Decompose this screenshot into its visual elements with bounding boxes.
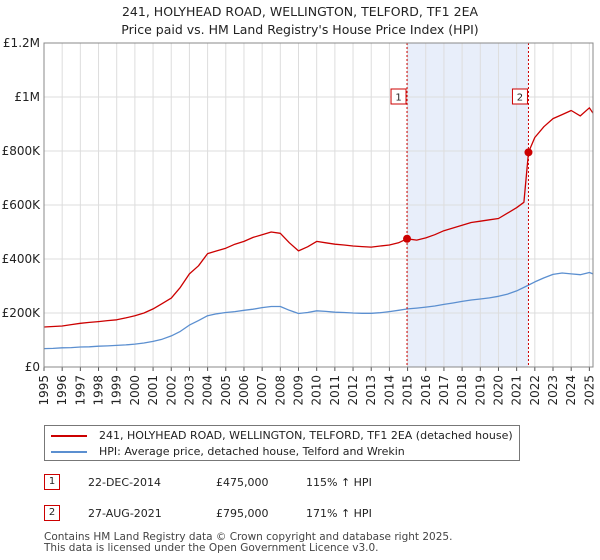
x-tick-label: 2004 — [201, 375, 215, 406]
footer-licence: This data is licensed under the Open Gov… — [44, 542, 379, 554]
sale-label: 1 — [395, 93, 401, 104]
chart-title-line2: Price paid vs. HM Land Registry's House … — [121, 22, 479, 37]
x-tick-label: 2002 — [164, 375, 178, 406]
legend-swatch-hpi — [51, 451, 87, 453]
x-tick-label: 2013 — [364, 375, 378, 406]
x-tick-label: 2025 — [582, 375, 596, 406]
x-tick-label: 2023 — [546, 375, 560, 406]
sale-point — [524, 148, 533, 157]
x-tick-label: 2001 — [146, 375, 160, 406]
x-tick-label: 2018 — [455, 375, 469, 406]
x-tick-label: 2014 — [382, 375, 396, 406]
x-tick-label: 1996 — [55, 375, 69, 406]
sale-price: £475,000 — [216, 476, 269, 489]
hpi-line — [43, 271, 594, 350]
x-tick-label: 2022 — [528, 375, 542, 406]
property-price-line — [43, 107, 594, 328]
x-tick-label: 2000 — [128, 375, 142, 406]
legend: 241, HOLYHEAD ROAD, WELLINGTON, TELFORD,… — [44, 425, 520, 461]
x-tick-label: 2020 — [491, 375, 505, 406]
x-tick-label: 1995 — [37, 375, 51, 406]
legend-swatch-property — [51, 435, 87, 437]
chart-title-line1: 241, HOLYHEAD ROAD, WELLINGTON, TELFORD,… — [121, 4, 479, 19]
sale-label-box — [390, 88, 407, 105]
x-tick-label: 2006 — [237, 375, 251, 406]
sale-marker-badge: 1 — [44, 474, 60, 490]
legend-label-hpi: HPI: Average price, detached house, Telf… — [99, 445, 405, 458]
y-tick-label: £600K — [2, 198, 42, 212]
x-tick-label: 2010 — [310, 375, 324, 406]
sale-price: £795,000 — [216, 507, 269, 520]
plot-border — [43, 42, 594, 368]
y-tick-label: £1M — [14, 90, 40, 104]
x-tick-label: 2017 — [437, 375, 451, 406]
x-tick-label: 2005 — [219, 375, 233, 406]
x-tick-label: 1998 — [92, 375, 106, 406]
x-tick-label: 2016 — [419, 375, 433, 406]
y-tick-label: £0 — [25, 360, 40, 374]
footer-copyright: Contains HM Land Registry data © Crown c… — [44, 531, 453, 543]
x-tick-label: 2015 — [401, 375, 415, 406]
sale-row: 1 22-DEC-2014 £475,000 115% ↑ HPI — [44, 474, 600, 492]
sale-hpi-change: 171% ↑ HPI — [306, 507, 372, 520]
x-tick-label: 1997 — [73, 375, 87, 406]
x-tick-label: 2024 — [564, 375, 578, 406]
sale-label-box — [511, 88, 528, 105]
x-tick-label: 2011 — [328, 375, 342, 406]
y-tick-label: £400K — [2, 252, 42, 266]
sale-label: 2 — [517, 93, 523, 104]
chart-axes: £0 £200K £400K £600K £800K £1M £1.2M 1995 1996 19… — [2, 36, 597, 406]
footer: Contains HM Land Registry data © Crown c… — [44, 532, 452, 554]
legend-label-property: 241, HOLYHEAD ROAD, WELLINGTON, TELFORD,… — [99, 429, 513, 442]
y-tick-label: £200K — [2, 306, 42, 320]
x-tick-label: 2007 — [255, 375, 269, 406]
chart-lines — [43, 107, 594, 350]
x-tick-label: 2012 — [346, 375, 360, 406]
x-tick-label: 2019 — [473, 375, 487, 406]
sale-marker-badge: 2 — [44, 505, 60, 521]
x-tick-label: 1999 — [110, 375, 124, 406]
x-tick-label: 2009 — [292, 375, 306, 406]
sale-hpi-change: 115% ↑ HPI — [306, 476, 372, 489]
sale-date: 27-AUG-2021 — [88, 507, 162, 520]
x-tick-label: 2003 — [182, 375, 196, 406]
legend-item-hpi: HPI: Average price, detached house, Telf… — [51, 444, 405, 460]
y-tick-label: £1.2M — [3, 36, 40, 50]
chart-grid — [43, 42, 593, 368]
sale-point — [403, 234, 412, 243]
x-tick-label: 2021 — [510, 375, 524, 406]
x-tick-label: 2008 — [273, 375, 287, 406]
y-tick-label: £800K — [2, 144, 42, 158]
sale-date: 22-DEC-2014 — [88, 476, 162, 489]
sale-row: 2 27-AUG-2021 £795,000 171% ↑ HPI — [44, 505, 600, 523]
legend-item-property: 241, HOLYHEAD ROAD, WELLINGTON, TELFORD,… — [51, 428, 513, 444]
